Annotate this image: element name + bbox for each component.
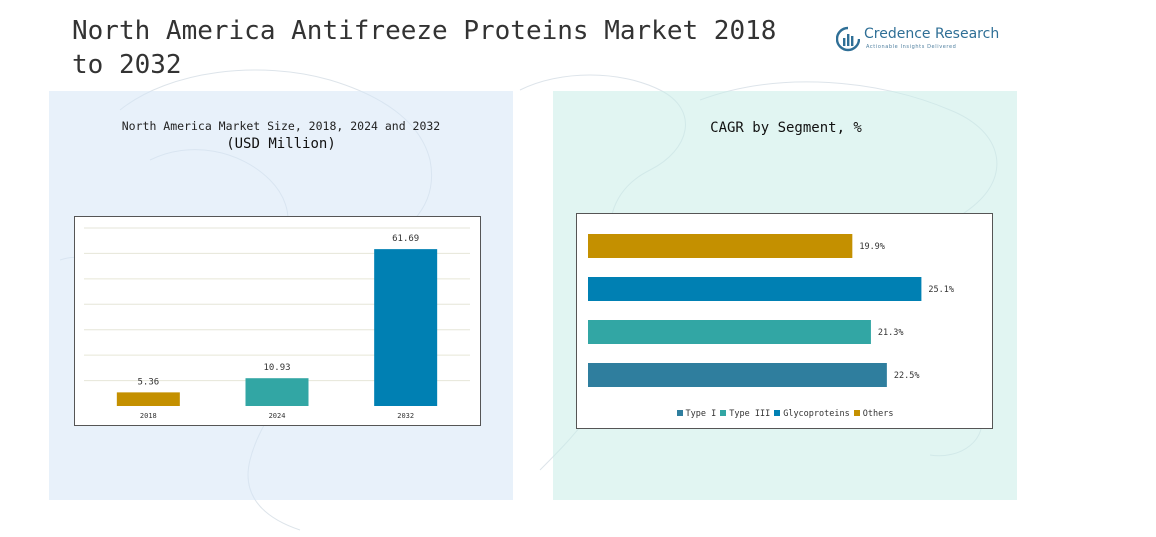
bar-value-label: 61.69: [392, 234, 419, 244]
legend-label: Others: [862, 409, 894, 419]
legend-entry: Others: [853, 409, 894, 419]
cagr-chart-title: CAGR by Segment, %: [710, 120, 862, 136]
cagr-bar: [588, 277, 922, 301]
cagr-value-label: 25.1%: [928, 285, 954, 295]
market-size-bar: [116, 392, 180, 406]
legend-entry: Type I: [676, 409, 717, 419]
brand-tagline: Actionable Insights Delivered: [866, 44, 957, 50]
market-size-chart-title: North America Market Size, 2018, 2024 an…: [121, 119, 441, 133]
credence-logo-icon: [836, 26, 860, 52]
legend-entry: Glycoproteins: [774, 409, 850, 419]
legend-swatch: [853, 410, 860, 416]
cagr-value-label: 21.3%: [878, 328, 904, 338]
legend-swatch: [676, 410, 683, 416]
x-tick-label: 2018: [140, 412, 157, 420]
brand-name: Credence Research: [864, 26, 1000, 42]
market-size-chart-subtitle: (USD Million): [226, 136, 336, 152]
cagr-bar: [588, 363, 887, 387]
cagr-value-label: 19.9%: [859, 242, 885, 252]
page-title: North America Antifreeze Proteins Market…: [72, 16, 777, 80]
bar-value-label: 5.36: [137, 377, 159, 387]
market-size-bar: [374, 249, 438, 406]
legend-label: Glycoproteins: [783, 409, 850, 419]
cagr-legend: Type I Type III Glycoproteins Others: [577, 409, 993, 419]
x-tick-label: 2032: [397, 412, 414, 420]
legend-entry: Type III: [720, 409, 770, 419]
legend-swatch: [774, 410, 781, 416]
cagr-value-label: 22.5%: [894, 371, 920, 381]
legend-label: Type I: [685, 409, 717, 419]
legend-swatch: [720, 410, 727, 416]
market-size-bar: [245, 378, 309, 406]
bar-value-label: 10.93: [263, 363, 290, 373]
cagr-bar: [588, 320, 871, 344]
x-tick-label: 2024: [269, 412, 286, 420]
legend-label: Type III: [729, 409, 771, 419]
cagr-bar: [588, 234, 853, 258]
